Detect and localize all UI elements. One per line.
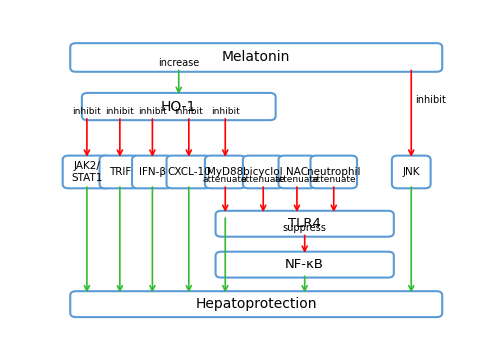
Text: HO-1: HO-1 (161, 99, 196, 114)
Text: suppress: suppress (283, 223, 327, 233)
FancyBboxPatch shape (62, 156, 111, 188)
Text: Hepatoprotection: Hepatoprotection (196, 297, 317, 311)
FancyBboxPatch shape (82, 93, 276, 120)
FancyBboxPatch shape (278, 156, 316, 188)
Text: IFN-β: IFN-β (139, 167, 166, 177)
Text: inhibit: inhibit (138, 107, 167, 116)
Text: inhibit: inhibit (72, 107, 102, 116)
Text: NAC: NAC (286, 167, 308, 177)
FancyBboxPatch shape (100, 156, 140, 188)
Text: attenuate: attenuate (274, 175, 320, 184)
Text: inhibit: inhibit (174, 107, 203, 116)
Text: attenuate: attenuate (312, 175, 356, 184)
FancyBboxPatch shape (216, 211, 394, 237)
Text: attenuate: attenuate (203, 175, 248, 184)
Text: NF-κB: NF-κB (285, 258, 324, 271)
Text: CXCL-10: CXCL-10 (167, 167, 210, 177)
Text: attenuate: attenuate (241, 175, 286, 184)
FancyBboxPatch shape (392, 156, 430, 188)
Text: neutrophil: neutrophil (307, 167, 360, 177)
FancyBboxPatch shape (166, 156, 211, 188)
Text: JAK2/
STAT1: JAK2/ STAT1 (71, 161, 102, 183)
Text: inhibit: inhibit (415, 95, 446, 105)
Text: TLR4: TLR4 (288, 217, 321, 230)
Text: MyD88: MyD88 (207, 167, 244, 177)
FancyBboxPatch shape (216, 252, 394, 278)
FancyBboxPatch shape (132, 156, 172, 188)
Text: bicyclol: bicyclol (244, 167, 283, 177)
FancyBboxPatch shape (310, 156, 357, 188)
FancyBboxPatch shape (70, 291, 442, 317)
FancyBboxPatch shape (243, 156, 284, 188)
Text: increase: increase (158, 58, 200, 68)
Text: TRIF: TRIF (108, 167, 131, 177)
FancyBboxPatch shape (70, 43, 442, 72)
FancyBboxPatch shape (205, 156, 246, 188)
Text: inhibit: inhibit (106, 107, 134, 116)
Text: inhibit: inhibit (211, 107, 240, 116)
Text: Melatonin: Melatonin (222, 51, 290, 64)
Text: JNK: JNK (402, 167, 420, 177)
